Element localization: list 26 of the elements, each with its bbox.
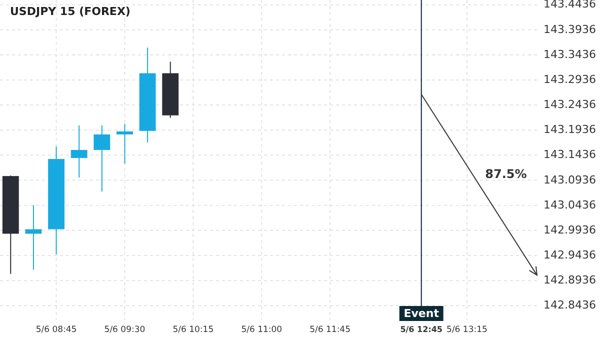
y-tick-label: 143.3936 bbox=[544, 22, 596, 36]
candlestick bbox=[25, 204, 42, 270]
y-tick-label: 143.0436 bbox=[544, 198, 596, 212]
y-tick-label: 143.1936 bbox=[544, 123, 596, 136]
x-tick-label: 5/6 11:00 bbox=[241, 325, 282, 335]
x-tick-label: 5/6 13:15 bbox=[446, 325, 488, 335]
y-tick-label: 143.3436 bbox=[544, 48, 596, 61]
y-tick-label: 142.9436 bbox=[544, 248, 596, 262]
y-tick-label: 142.9936 bbox=[544, 223, 596, 236]
y-tick-label: 143.0936 bbox=[544, 173, 596, 186]
x-tick-label: 5/6 10:15 bbox=[172, 325, 214, 335]
x-tick-label: 5/6 09:30 bbox=[104, 325, 146, 335]
candlestick bbox=[70, 124, 88, 178]
ref-line-label: Event bbox=[404, 307, 439, 320]
y-tick-label: 143.2436 bbox=[544, 98, 596, 112]
candlestick bbox=[116, 123, 133, 164]
y-tick-label: 143.2936 bbox=[544, 72, 596, 86]
x-tick-label: 5/6 11:45 bbox=[310, 325, 351, 335]
y-tick-label: 143.1436 bbox=[544, 148, 596, 162]
candlestick bbox=[94, 124, 110, 192]
x-tick-label: 5/6 12:45 bbox=[400, 325, 443, 334]
y-tick-label: 142.8936 bbox=[544, 274, 596, 287]
y-tick-label: 142.8436 bbox=[544, 298, 596, 312]
annotation: 87.5% bbox=[485, 167, 527, 182]
x-tick-label: 5/6 08:45 bbox=[36, 325, 77, 335]
text: USDJPY 15 (FOREX) bbox=[10, 5, 130, 18]
